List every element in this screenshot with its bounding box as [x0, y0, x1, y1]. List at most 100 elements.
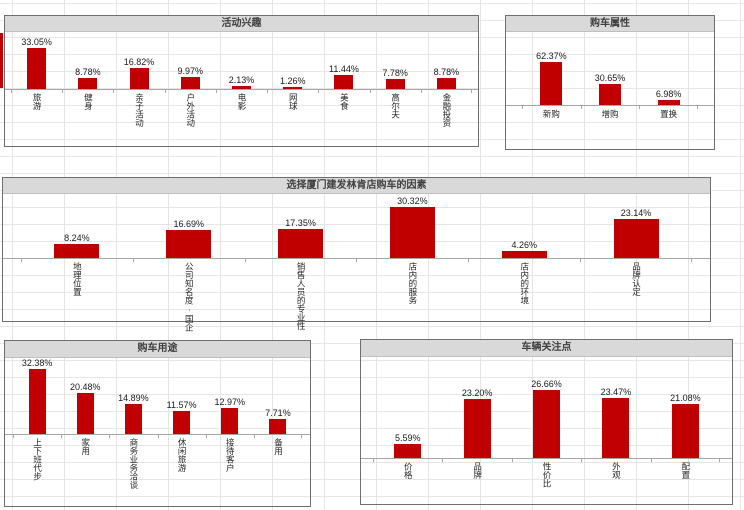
category-cell: 增购	[580, 106, 640, 120]
category-label: 电影	[236, 93, 247, 110]
plot-area: 5.59% 23.20% 26.66% 23.47% 21.08% 价格 品牌 性价比 外观 配置	[361, 357, 732, 504]
bar-group: 30.32%	[356, 196, 468, 258]
bar-0-4[interactable]	[231, 86, 251, 89]
bar-group: 9.97%	[165, 66, 216, 89]
bar-2-1[interactable]	[166, 230, 212, 258]
bar-group: 2.13%	[216, 75, 267, 89]
category-cell: 外观	[581, 459, 650, 488]
chart-title: 活动兴趣	[5, 16, 478, 32]
bar-2-3[interactable]	[389, 207, 435, 258]
category-label: 高尔夫	[390, 93, 401, 119]
bar-group: 7.78%	[370, 68, 421, 89]
bar-4-4[interactable]	[671, 404, 699, 458]
bar-1-1[interactable]	[599, 84, 621, 105]
category-label: 店内的服务	[407, 262, 418, 305]
bar-4-0[interactable]	[394, 444, 422, 458]
bar-0-2[interactable]	[129, 68, 149, 89]
category-label: 亲子活动	[134, 93, 145, 127]
category-cell: 旅游	[11, 90, 62, 127]
bar-group: 23.14%	[580, 208, 692, 258]
bar-2-0[interactable]	[54, 244, 100, 258]
data-label: 23.14%	[620, 208, 652, 218]
bar-2-5[interactable]	[613, 219, 659, 258]
data-label: 20.48%	[69, 382, 101, 392]
bar-group: 62.37%	[522, 51, 581, 105]
category-label: 价格	[403, 462, 414, 479]
bar-4-2[interactable]	[533, 390, 561, 458]
category-cell: 价格	[373, 459, 442, 488]
category-label: 品牌	[472, 462, 483, 479]
data-label: 16.69%	[173, 219, 204, 229]
bar-0-6[interactable]	[334, 75, 354, 89]
category-cell: 品牌	[442, 459, 511, 488]
bar-3-1[interactable]	[76, 393, 94, 434]
data-label: 11.44%	[328, 64, 359, 74]
bar-group: 32.38%	[13, 358, 61, 434]
data-label: 23.20%	[461, 388, 493, 398]
bar-0-7[interactable]	[385, 79, 405, 89]
data-label: 26.66%	[531, 379, 562, 389]
chart-purchase-purpose[interactable]: 购车用途 32.38% 20.48% 14.89% 11.57% 12.97% 7.71%…	[4, 340, 311, 507]
bar-group: 5.59%	[373, 433, 442, 458]
chart-activity-interests[interactable]: 活动兴趣 33.05% 8.78% 16.82% 9.97% 2.13% 1.26% 11.…	[4, 15, 479, 147]
bar-3-3[interactable]	[173, 411, 191, 434]
bar-1-0[interactable]	[540, 62, 563, 105]
chart-vehicle-focus-points[interactable]: 车辆关注点 5.59% 23.20% 26.66% 23.47% 21.08% 价格 品牌 性…	[360, 339, 733, 505]
plot-area: 32.38% 20.48% 14.89% 11.57% 12.97% 7.71% 上下班代步…	[5, 358, 310, 506]
category-cell: 健身	[62, 90, 113, 127]
bar-3-4[interactable]	[221, 408, 239, 434]
bar-0-5[interactable]	[283, 87, 303, 89]
category-label: 品牌认定	[631, 262, 642, 296]
data-label: 11.57%	[166, 400, 197, 410]
chart-store-purchase-factors[interactable]: 选择厦门建发林肯店购车的因素 8.24% 16.69% 17.35% 30.32% 4.…	[2, 177, 711, 332]
bar-group: 8.78%	[62, 67, 113, 89]
category-label: 接待客户	[225, 438, 236, 472]
data-label: 9.97%	[177, 66, 204, 76]
bar-0-3[interactable]	[180, 77, 200, 89]
bar-1-2[interactable]	[657, 100, 680, 105]
data-label: 8.78%	[75, 67, 101, 77]
category-label: 网球	[288, 93, 299, 110]
bar-group: 33.05%	[11, 37, 62, 89]
category-label: 商务业务洽谈	[128, 438, 139, 489]
bar-group: 11.44%	[318, 64, 369, 89]
bar-group: 6.98%	[639, 89, 698, 105]
bar-2-2[interactable]	[278, 229, 324, 258]
category-cell: 高尔夫	[369, 90, 421, 127]
data-label: 17.35%	[285, 218, 316, 228]
bar-2-4[interactable]	[501, 251, 547, 258]
plot-area: 8.24% 16.69% 17.35% 30.32% 4.26% 23.14% 地理位置 公司…	[3, 194, 710, 332]
category-cell: 地理位置	[21, 259, 133, 332]
bar-3-5[interactable]	[269, 419, 287, 434]
category-cell: 店内的环境	[468, 259, 580, 332]
data-label: 1.26%	[279, 76, 306, 86]
category-label: 上下班代步	[32, 438, 43, 481]
bar-group: 7.71%	[254, 408, 302, 434]
category-label: 家用	[80, 438, 91, 455]
bar-0-8[interactable]	[436, 78, 456, 89]
category-label: 性价比	[542, 462, 553, 488]
bar-4-1[interactable]	[463, 399, 491, 458]
data-label: 33.05%	[21, 37, 52, 47]
plot-area: 62.37% 30.65% 6.98% 新购 增购 置换	[506, 32, 714, 149]
category-cell: 商务业务洽谈	[109, 435, 157, 489]
category-cell: 美食	[318, 90, 369, 127]
category-label: 户外活动	[185, 93, 196, 127]
chart-title: 购车属性	[506, 16, 714, 32]
chart-purchase-attribute[interactable]: 购车属性 62.37% 30.65% 6.98% 新购 增购 置换	[505, 15, 715, 150]
category-cell: 备用	[253, 435, 303, 489]
bar-group: 20.48%	[61, 382, 109, 434]
bar-4-3[interactable]	[602, 398, 630, 458]
bar-3-2[interactable]	[124, 404, 142, 434]
category-cell: 上下班代步	[13, 435, 61, 489]
category-cell: 店内的服务	[356, 259, 468, 332]
data-label: 30.65%	[594, 73, 626, 83]
data-label: 7.78%	[382, 68, 408, 78]
category-cell: 性价比	[511, 459, 581, 488]
data-label: 32.38%	[21, 358, 53, 368]
category-label: 销售人员的专业性	[296, 262, 307, 330]
bar-0-1[interactable]	[78, 78, 98, 89]
bar-0-0[interactable]	[27, 48, 47, 89]
bar-3-0[interactable]	[28, 369, 46, 434]
